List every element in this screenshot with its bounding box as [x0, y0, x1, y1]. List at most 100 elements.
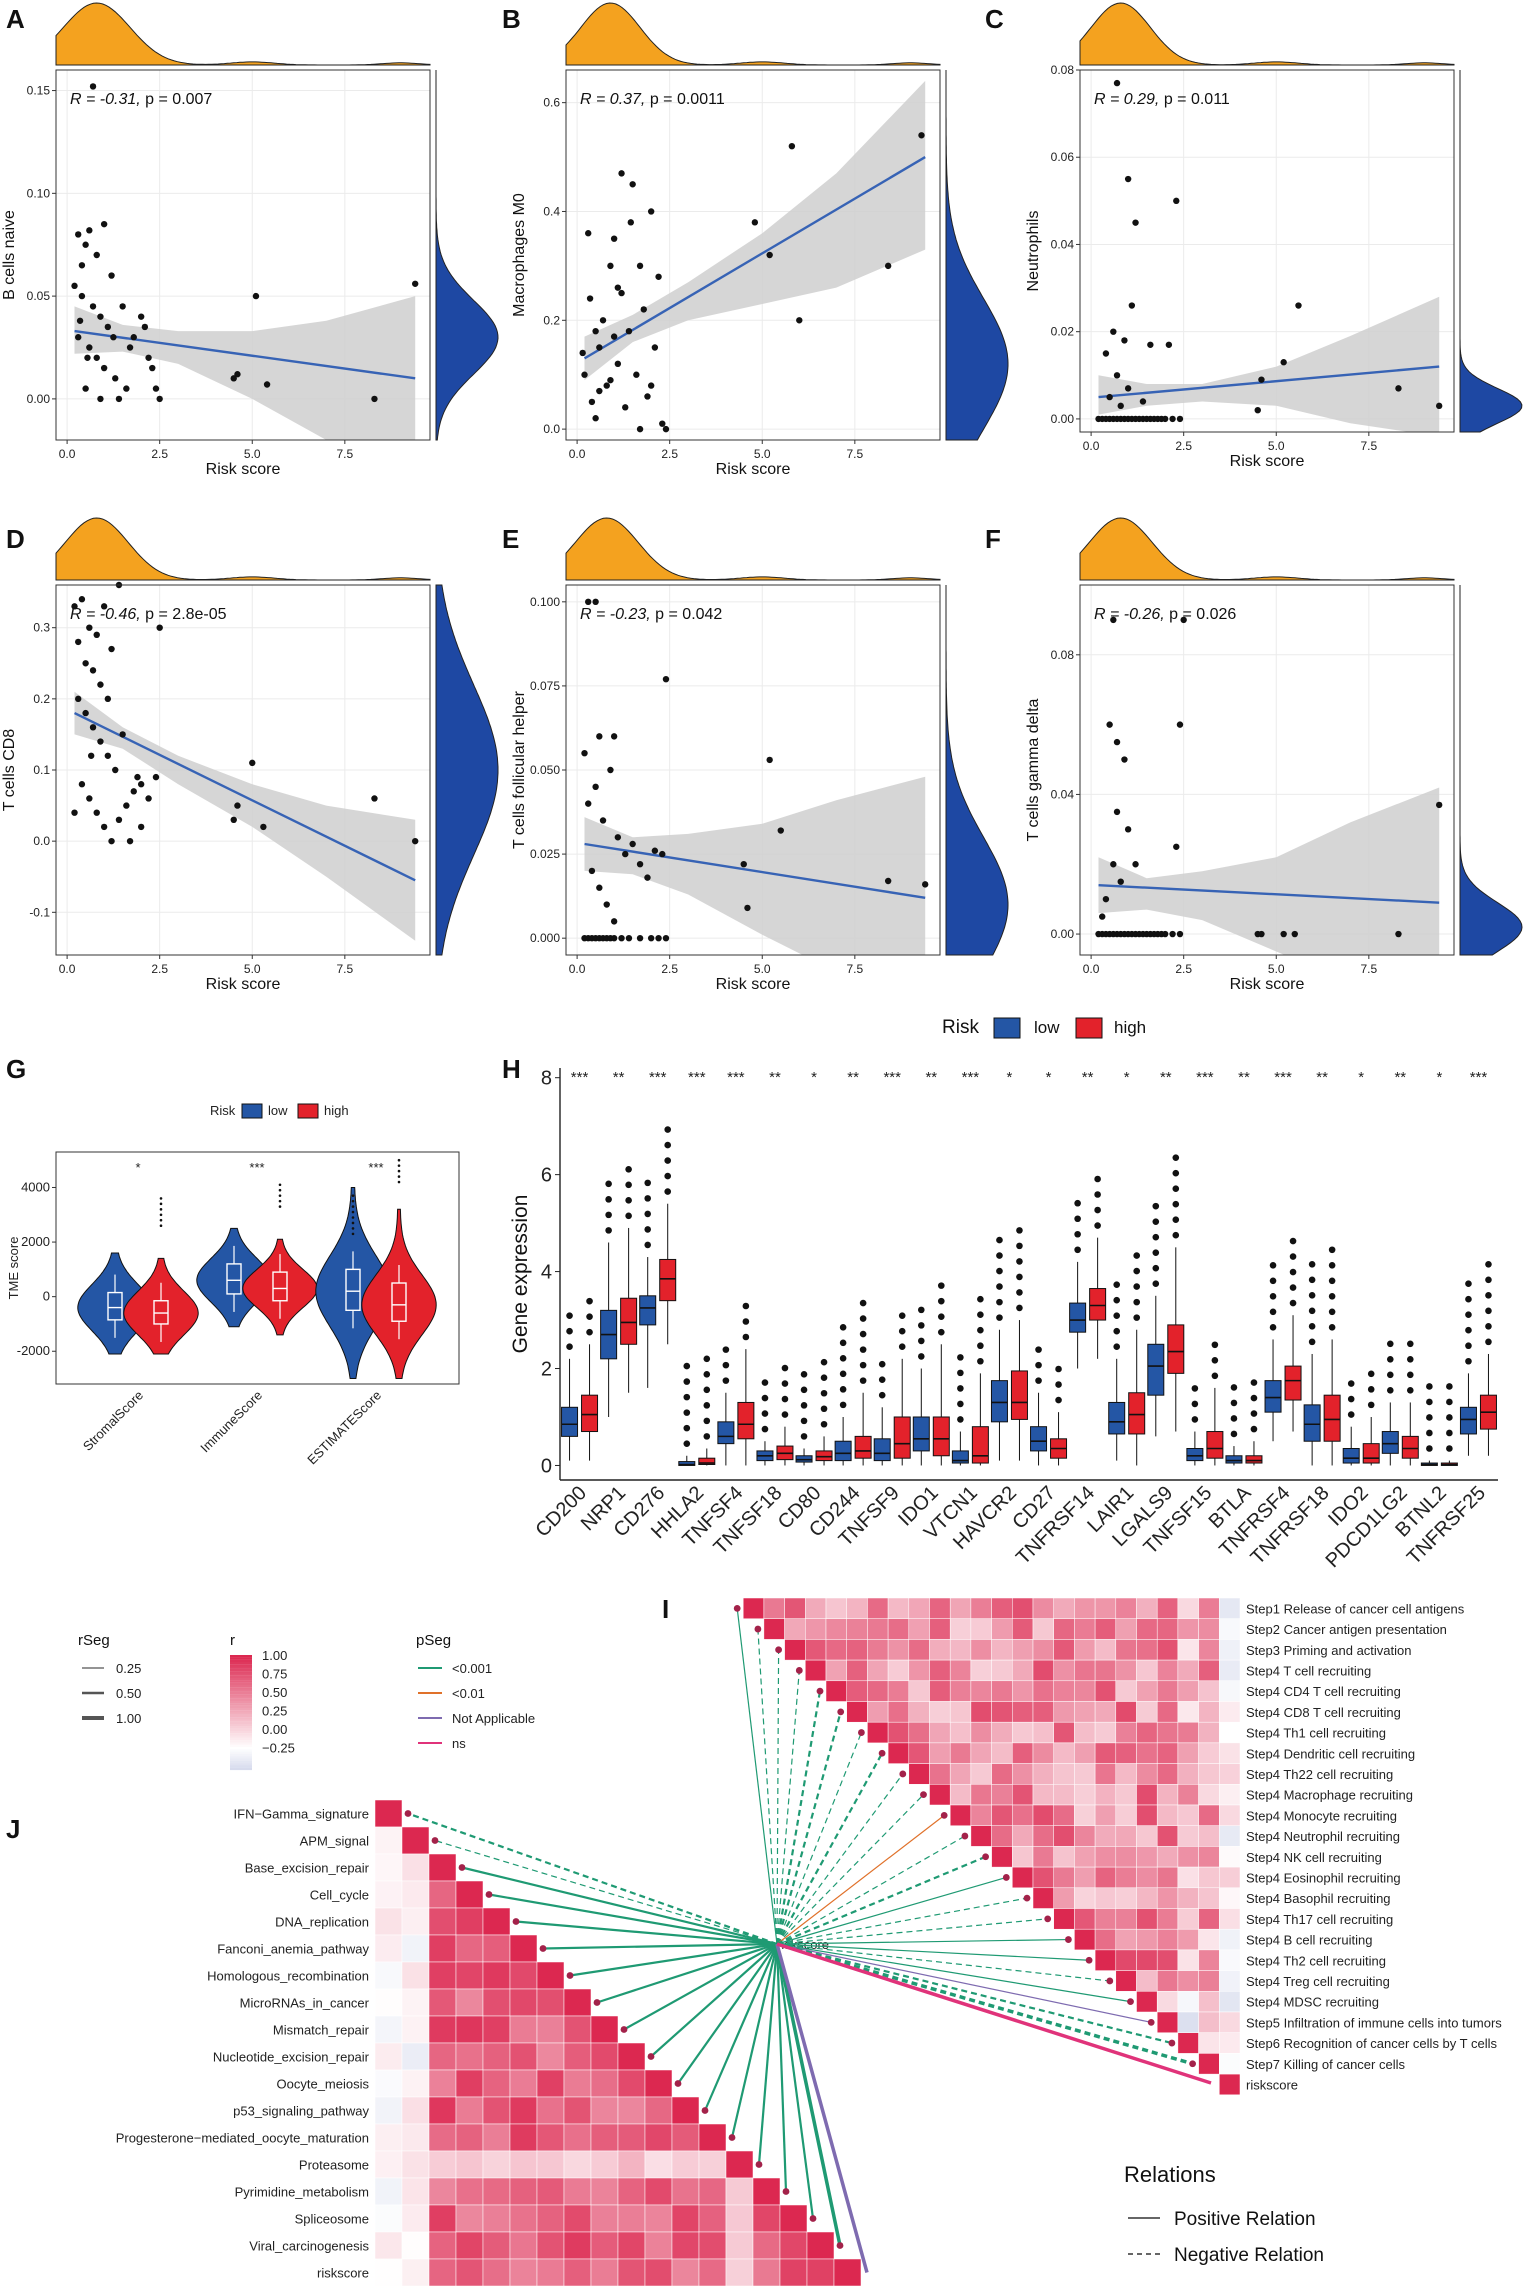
heatmap-cell — [1012, 1659, 1034, 1682]
heatmap-cell — [428, 2204, 457, 2233]
heatmap-cell — [1012, 1618, 1034, 1640]
heatmap-cell — [887, 1659, 910, 1682]
heatmap-cell — [970, 1701, 992, 1723]
significance-mark: ** — [1316, 1069, 1328, 1086]
legend-title: Risk — [942, 1017, 979, 1038]
outlier-point — [1055, 1396, 1062, 1404]
heatmap-cell — [1198, 1639, 1220, 1661]
outlier-point — [1485, 1292, 1492, 1299]
outlier-point — [781, 1395, 789, 1403]
heatmap-cell — [590, 2123, 619, 2152]
heatmap-panel-j: IFN−Gamma_signature APM_signal Base_excisi… — [116, 1799, 1212, 2287]
correlation-link — [776, 1732, 862, 1945]
data-point — [126, 344, 134, 351]
panel-letter-a: A — [6, 4, 25, 34]
box-low — [561, 1406, 579, 1437]
rseg-label: 0.25 — [116, 1661, 141, 1676]
heatmap-cell — [428, 2177, 457, 2206]
data-point — [230, 375, 237, 382]
data-point — [1173, 197, 1180, 205]
x-tick-label: 5.0 — [244, 962, 261, 976]
outlier-point — [159, 1202, 163, 1206]
scatter-panel-a: 0.0 2.5 5.0 7.5 0.00 0.05 0.10 0.15 Risk score B … — [1, 2, 499, 478]
heatmap-cell — [929, 1639, 951, 1661]
heatmap-cell — [1115, 1597, 1137, 1619]
heatmap-cell — [1115, 1866, 1137, 1889]
data-point — [100, 220, 108, 228]
outlier-point — [351, 1221, 355, 1225]
heatmap-cell — [401, 2069, 430, 2098]
outlier-point — [703, 1386, 711, 1394]
outlier-point — [1074, 1246, 1081, 1254]
heatmap-cell — [1094, 1949, 1117, 1971]
r-colorbar-step — [230, 1668, 252, 1672]
outlier-point — [1250, 1394, 1258, 1402]
heatmap-cell — [725, 2258, 754, 2287]
row-label: Step4 CD8 T cell recruiting — [1246, 1705, 1401, 1720]
heatmap-cell — [763, 1618, 785, 1640]
box-high — [1284, 1365, 1302, 1401]
top-density — [1079, 517, 1455, 581]
outlier-point — [605, 1227, 612, 1234]
data-point — [1124, 175, 1132, 183]
heatmap-cell — [949, 1659, 972, 1682]
heatmap-cell — [428, 2015, 457, 2044]
outlier-point — [839, 1339, 847, 1347]
heatmap-cell — [825, 1659, 847, 1682]
outlier-point — [1446, 1445, 1453, 1452]
box-high — [1167, 1324, 1185, 1374]
data-point — [788, 142, 796, 150]
outlier-point — [1426, 1445, 1433, 1452]
data-point — [629, 840, 636, 848]
r-colorbar-step — [230, 1730, 252, 1734]
outlier-point — [1367, 1386, 1375, 1393]
plot-border — [55, 69, 431, 441]
correlation-link — [776, 1814, 945, 1945]
heatmap-cell — [1219, 1825, 1241, 1847]
box-high — [620, 1297, 638, 1345]
outlier-point — [1308, 1307, 1316, 1315]
outlier-point — [1250, 1425, 1258, 1433]
x-tick-label: 2.5 — [1175, 439, 1192, 453]
heatmap-cell — [1136, 1742, 1158, 1764]
data-point — [78, 596, 86, 603]
outlier-point — [1308, 1323, 1316, 1330]
data-point — [89, 83, 97, 90]
heatmap-cell — [1156, 1825, 1179, 1847]
heatmap-cell — [725, 2231, 754, 2260]
right-density — [945, 70, 1009, 441]
outlier-point — [1269, 1292, 1277, 1300]
heatmap-cell — [482, 2069, 511, 2098]
data-point — [603, 382, 610, 389]
x-tick-label: 5.0 — [1268, 439, 1285, 453]
link-endpoint — [431, 1837, 439, 1844]
rseg-title: rSeg — [78, 1632, 110, 1649]
link-endpoint — [858, 1729, 865, 1736]
data-point — [104, 323, 112, 331]
data-point — [152, 773, 160, 781]
data-point — [123, 802, 130, 809]
data-point — [249, 759, 256, 767]
heatmap-cell — [1198, 1804, 1220, 1826]
data-point — [260, 823, 267, 831]
outlier-point — [1386, 1340, 1394, 1348]
y-tick-label: 0.4 — [543, 204, 560, 218]
rseg-label: 0.50 — [116, 1686, 141, 1701]
data-point — [86, 344, 93, 351]
heatmap-cell — [1177, 1680, 1199, 1702]
data-point — [1161, 415, 1169, 423]
legend-swatch-low — [241, 1103, 263, 1119]
data-point — [647, 934, 655, 942]
right-density — [945, 585, 1009, 956]
correlation-link — [776, 1943, 1110, 1982]
regression-line — [583, 156, 926, 360]
outlier-point — [1133, 1267, 1141, 1275]
data-point — [766, 756, 773, 764]
outlier-point — [1152, 1218, 1160, 1225]
heatmap-cell — [725, 2177, 754, 2206]
regression-line — [73, 711, 416, 882]
heatmap-cell — [1136, 1866, 1158, 1889]
outlier-point — [859, 1299, 867, 1307]
outlier-point — [957, 1354, 964, 1361]
heatmap-cell — [374, 2096, 403, 2125]
